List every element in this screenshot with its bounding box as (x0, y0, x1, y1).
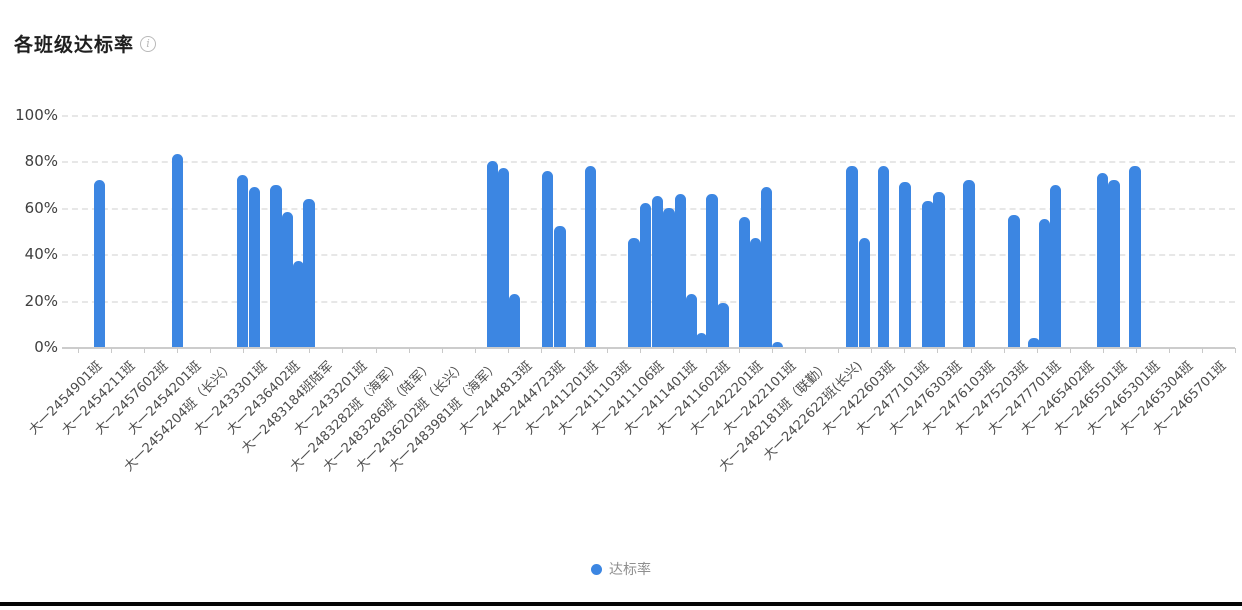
bar[interactable] (236, 175, 249, 347)
x-axis-tick (706, 348, 708, 353)
x-axis-tick (1102, 348, 1104, 353)
x-axis-tick (111, 348, 113, 353)
bar[interactable] (508, 293, 521, 347)
bar[interactable] (303, 198, 315, 347)
bar[interactable] (584, 166, 597, 347)
x-axis-tick (375, 348, 377, 353)
grid-line (62, 115, 1235, 117)
bar[interactable] (706, 193, 718, 347)
bar[interactable] (270, 184, 282, 347)
x-axis-tick (309, 348, 311, 353)
x-axis-tick (507, 348, 509, 353)
x-axis-tick (540, 348, 542, 353)
chart-header: 各班级达标率 i (14, 30, 157, 57)
x-axis-tick (1235, 348, 1236, 353)
bar[interactable] (1038, 219, 1051, 347)
x-axis-tick (606, 348, 608, 353)
bar[interactable] (717, 302, 729, 347)
x-axis-tick (144, 348, 146, 353)
x-axis-tick (673, 348, 675, 353)
bar[interactable] (695, 333, 708, 347)
x-axis-tick (772, 348, 774, 353)
bar[interactable] (922, 200, 934, 347)
bar[interactable] (685, 293, 698, 347)
x-axis-line (62, 347, 1235, 349)
x-axis-tick (838, 348, 840, 353)
y-axis-tick-label: 60% (24, 198, 58, 217)
x-axis-tick (904, 348, 906, 353)
bar[interactable] (760, 186, 772, 347)
x-axis-tick (78, 348, 79, 353)
x-axis-tick (937, 348, 939, 353)
bar[interactable] (963, 179, 975, 347)
x-axis-tick (210, 348, 212, 353)
bar[interactable] (771, 342, 784, 347)
bar[interactable] (497, 168, 510, 347)
info-icon[interactable]: i (140, 35, 157, 52)
bar[interactable] (674, 193, 687, 347)
bar[interactable] (554, 226, 566, 347)
bar[interactable] (639, 203, 652, 347)
bar[interactable] (281, 212, 294, 347)
x-axis-tick (1168, 348, 1170, 353)
bottom-border-line (0, 602, 1242, 606)
x-axis-tick (1003, 348, 1005, 353)
bar[interactable] (858, 237, 870, 347)
bar[interactable] (1096, 173, 1109, 347)
x-axis-tick (243, 348, 245, 353)
x-axis-tick (805, 348, 807, 353)
x-axis-tick (970, 348, 972, 353)
x-axis-tick (1069, 348, 1071, 353)
bar[interactable] (541, 170, 554, 347)
bar[interactable] (1129, 166, 1141, 347)
x-axis-tick (276, 348, 278, 353)
x-axis-tick (342, 348, 344, 353)
y-axis-tick-label: 40% (24, 245, 58, 264)
y-axis-tick-label: 100% (15, 106, 58, 124)
bar[interactable] (628, 237, 640, 347)
bar[interactable] (171, 154, 184, 347)
bar[interactable] (1008, 214, 1020, 347)
bar[interactable] (486, 161, 499, 347)
grid-line (62, 161, 1235, 164)
bar[interactable] (93, 179, 105, 347)
x-axis-tick (408, 348, 410, 353)
y-axis-tick-label: 80% (24, 152, 58, 171)
x-axis-tick (474, 348, 476, 353)
bar[interactable] (663, 207, 675, 347)
legend-label: 达标率 (609, 562, 651, 578)
bar[interactable] (738, 217, 751, 347)
bar[interactable] (292, 261, 305, 347)
bar[interactable] (651, 196, 664, 347)
bar[interactable] (749, 237, 762, 347)
bar[interactable] (846, 166, 858, 347)
bar[interactable] (1028, 337, 1040, 347)
legend-dot-icon (591, 563, 602, 575)
x-axis-tick (1036, 348, 1038, 353)
chart-title: 各班级达标率 (14, 34, 135, 56)
x-axis-tick (177, 348, 179, 353)
x-axis-tick (871, 348, 873, 353)
y-axis-tick-label: 0% (34, 338, 58, 356)
bar[interactable] (1108, 179, 1120, 347)
legend-item[interactable]: 达标率 (0, 559, 1242, 579)
x-axis-tick (1135, 348, 1137, 353)
bar[interactable] (899, 182, 911, 347)
bar[interactable] (1049, 184, 1062, 347)
x-axis-tick (1201, 348, 1203, 353)
x-axis-tick (639, 348, 641, 353)
bar[interactable] (877, 166, 890, 347)
x-axis-tick (441, 348, 443, 353)
x-axis-tick (573, 348, 575, 353)
y-axis-tick-label: 20% (24, 291, 58, 310)
bar[interactable] (933, 191, 945, 347)
bar[interactable] (248, 186, 261, 347)
x-axis-tick (739, 348, 741, 353)
